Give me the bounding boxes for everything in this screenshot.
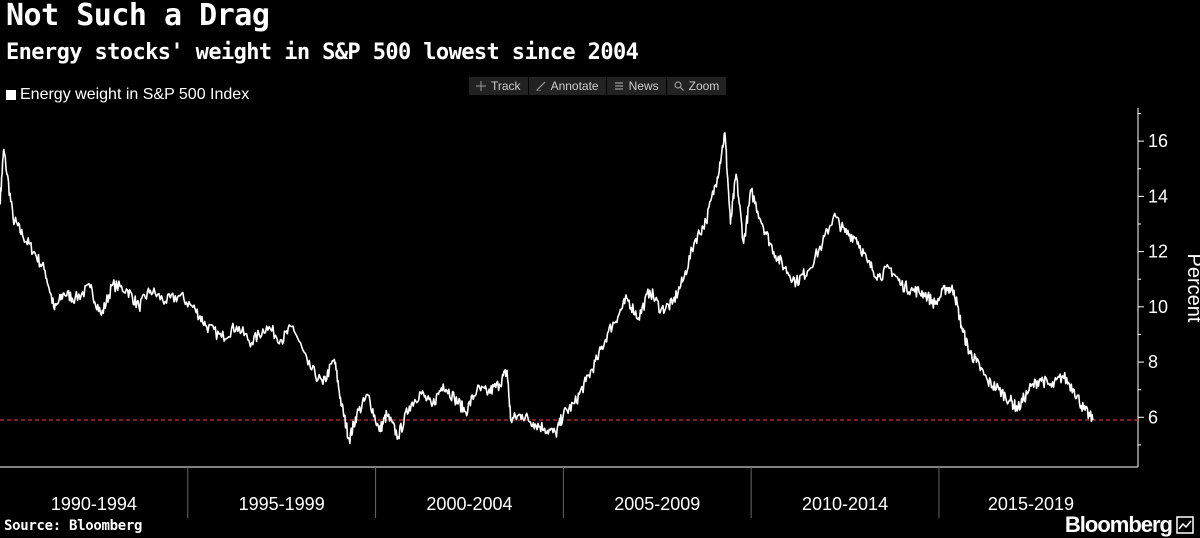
chart-toolbar: Track Annotate News Zoom <box>469 77 728 95</box>
y-tick-label: 14 <box>1148 186 1168 206</box>
x-period-label: 2010-2014 <box>802 494 888 514</box>
chart-icon <box>1176 516 1194 534</box>
series-line-energy-weight <box>0 132 1094 445</box>
y-tick-label: 16 <box>1148 131 1168 151</box>
x-period-label: 1990-1994 <box>51 494 137 514</box>
legend: Energy weight in S&P 500 Index <box>6 86 249 104</box>
annotate-button[interactable]: Annotate <box>528 77 607 95</box>
axes <box>0 108 1144 518</box>
zoom-button[interactable]: Zoom <box>666 77 728 95</box>
chart-title: Not Such a Drag <box>6 0 270 33</box>
legend-label: Energy weight in S&P 500 Index <box>20 86 250 103</box>
news-icon <box>614 82 623 90</box>
pencil-icon <box>535 81 545 91</box>
x-period-label: 2015-2019 <box>988 494 1074 514</box>
crosshair-icon <box>476 81 486 91</box>
news-label: News <box>628 79 659 93</box>
bloomberg-logo: Bloomberg <box>1064 512 1173 537</box>
y-tick-label: 8 <box>1148 352 1158 372</box>
x-period-label: 1995-1999 <box>239 494 325 514</box>
y-tick-label: 10 <box>1148 297 1168 317</box>
chart-subtitle: Energy stocks' weight in S&P 500 lowest … <box>6 40 639 65</box>
y-tick-label: 12 <box>1148 242 1168 262</box>
y-axis-title: Percent <box>1183 254 1200 323</box>
track-label: Track <box>491 79 521 93</box>
x-period-label: 2000-2004 <box>426 494 512 514</box>
magnifier-icon <box>674 81 684 91</box>
labels: 6 8 10 12 14 16 Percent 1990-1994 1995-1999 2000-… <box>51 131 1200 514</box>
source-note: Source: Bloomberg <box>4 518 143 534</box>
legend-swatch <box>6 90 16 100</box>
x-period-label: 2005-2009 <box>614 494 700 514</box>
annotate-label: Annotate <box>550 79 599 93</box>
news-button[interactable]: News <box>606 77 667 95</box>
track-button[interactable]: Track <box>469 77 529 95</box>
y-tick-label: 6 <box>1148 407 1158 427</box>
zoom-label: Zoom <box>688 79 720 93</box>
